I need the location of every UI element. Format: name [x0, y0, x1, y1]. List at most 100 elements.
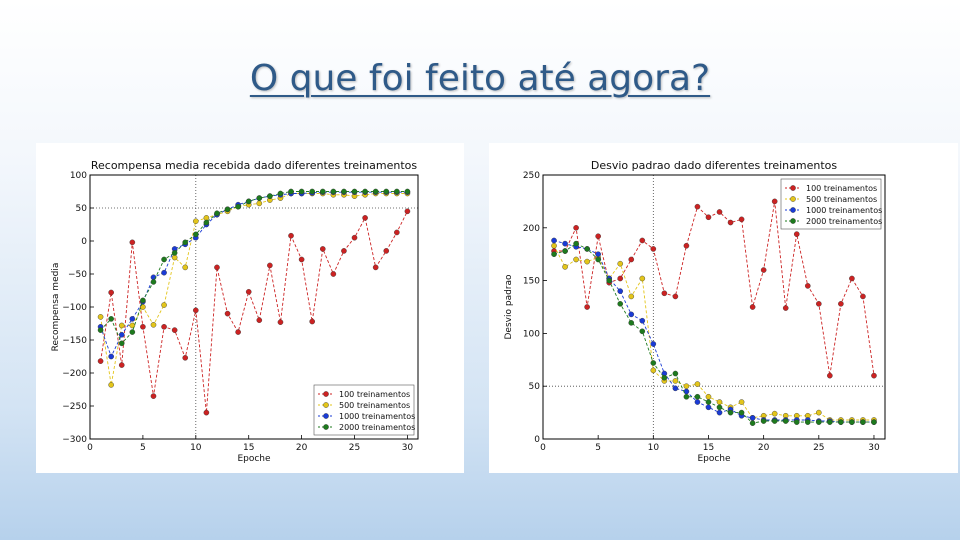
chart2-series-1-point — [716, 209, 723, 215]
chart-desvio-padrao: Desvio padrao dado diferentes treinament… — [489, 143, 958, 473]
chart1-series-1-point — [161, 323, 167, 330]
chart2-series-1-point — [705, 214, 712, 221]
chart1-series-1-point — [224, 310, 231, 317]
chart2-series-1-point — [749, 304, 756, 310]
chart1-legend-label: 1000 treinamentos — [339, 412, 415, 421]
chart1-y-tick-label: −100 — [62, 303, 87, 313]
chart1-series-1-line — [100, 211, 408, 413]
chart1-series-1-point — [203, 409, 210, 416]
chart1-y-axis-label: Recompensa media — [51, 263, 61, 352]
chart2-series-2-point — [562, 264, 568, 270]
chart2-series-4-point — [849, 419, 855, 425]
chart2-series-4-point — [838, 419, 844, 425]
chart1-series-2-point — [161, 302, 167, 308]
chart2-y-tick-label: 50 — [529, 382, 541, 392]
chart2-series-4-point — [628, 320, 635, 326]
chart2-series-1-point — [771, 198, 778, 205]
chart2-series-1-point — [849, 275, 855, 282]
chart1-series-4-line — [100, 191, 408, 345]
chart2-y-tick-label: 100 — [523, 329, 540, 339]
chart1-series-1-point — [277, 319, 284, 325]
chart2-series-1-point — [628, 256, 635, 263]
chart2-series-2-point — [816, 409, 822, 416]
chart2-series-2-point — [672, 378, 679, 384]
chart1-series-4-point — [298, 188, 305, 195]
chart2-y-tick-label: 0 — [534, 435, 540, 445]
chart1-series-4-point — [214, 210, 220, 217]
chart2-series-1-point — [793, 231, 800, 237]
chart2-legend: 100 treinamentos 500 treinamentos 1000 tre… — [780, 178, 882, 230]
chart2-series-4-line — [553, 243, 874, 424]
chart2-series-3-point — [749, 415, 756, 421]
chart2-series-3-point — [551, 237, 557, 244]
chart-desvio-padrao-svg: Desvio padrao dado diferentes treinament… — [504, 159, 886, 464]
chart2-title: Desvio padrao dado diferentes treinament… — [591, 159, 838, 172]
chart2-series-4-point — [573, 240, 579, 247]
chart2-series-2-point — [738, 399, 745, 405]
chart1-x-tick-label: 20 — [296, 443, 308, 453]
chart1-x-tick-label: 30 — [402, 443, 414, 453]
chart2-y-axis-label: Desvio padrao — [504, 274, 514, 340]
chart1-series-4-point — [129, 329, 136, 335]
chart-recompensa-media: Recompensa media recebida dado diferente… — [36, 143, 464, 473]
chart2-series-4-point — [827, 419, 833, 425]
chart1-series-1-point — [140, 323, 146, 330]
chart2-series-1-point — [595, 233, 601, 240]
chart2-series-3-point — [617, 288, 624, 294]
chart1-series-4-point — [171, 250, 178, 256]
chart1-series-2-point — [256, 200, 263, 207]
chart1-series-4-point — [309, 188, 315, 195]
chart2-series-1-point — [617, 275, 624, 282]
chart2-series-4-point — [771, 418, 778, 424]
chart1-series-1-point — [309, 318, 315, 325]
chart1-series-4-point — [394, 188, 400, 195]
chart1-legend-label: 2000 treinamentos — [339, 423, 415, 432]
chart2-series-4-point — [617, 301, 624, 307]
chart1-series-3-point — [118, 331, 125, 338]
chart2-legend-swatch-dot — [790, 196, 796, 202]
chart1-series-2-point — [118, 322, 125, 329]
chart2-series-2-point — [584, 258, 590, 265]
chart1-y-tick-label: 100 — [70, 171, 87, 181]
chart2-legend-swatch-dot — [790, 207, 796, 213]
chart1-series-1-point — [362, 215, 368, 221]
chart2-x-tick-label: 15 — [703, 443, 714, 453]
chart1-series-1-point — [298, 256, 305, 263]
chart1-series-1-point — [150, 393, 157, 399]
chart1-series-1-point — [235, 329, 241, 335]
chart1-legend-swatch-dot — [323, 413, 329, 419]
chart1-x-axis-label: Epoche — [237, 454, 271, 464]
chart2-series-3-point — [562, 240, 568, 247]
chart1-series-4-point — [383, 188, 390, 195]
chart1-series-1-point — [351, 234, 358, 241]
chart1-series-4-point — [256, 195, 263, 201]
chart2-series-2-point — [639, 275, 646, 282]
chart1-series-2-point — [150, 322, 157, 328]
chart2-series-1-point — [738, 216, 745, 223]
chart1-y-tick-label: −250 — [62, 402, 87, 412]
chart1-x-tick-label: 0 — [87, 443, 93, 453]
chart2-series-4-point — [727, 409, 734, 416]
chart1-series-4-point — [245, 198, 252, 205]
chart2-series-2-point — [705, 393, 712, 400]
chart1-series-1-point — [97, 358, 104, 364]
chart1-series-4-point — [330, 188, 337, 195]
chart1-series-1-point — [108, 289, 114, 296]
chart2-plot-frame — [542, 174, 886, 440]
chart2-series-1-point — [650, 246, 657, 252]
chart2-series-1-point — [860, 293, 866, 300]
chart2-series-3-point — [683, 388, 690, 395]
chart1-series-4-point — [235, 203, 241, 210]
chart2-series-1-point — [816, 301, 822, 307]
chart2-series-4-point — [760, 418, 767, 424]
chart1-series-4-point — [161, 256, 167, 263]
chart1-series-4-point — [140, 297, 146, 304]
chart2-series-3-point — [628, 311, 635, 318]
chart2-series-1-point — [661, 290, 668, 297]
chart2-series-4-point — [782, 418, 789, 424]
chart2-series-4-point — [584, 246, 590, 252]
chart2-series-4-point — [606, 277, 612, 284]
chart2-series-4-point — [551, 251, 557, 257]
chart1-title: Recompensa media recebida dado diferente… — [91, 159, 418, 172]
chart2-series-4-point — [804, 419, 811, 425]
